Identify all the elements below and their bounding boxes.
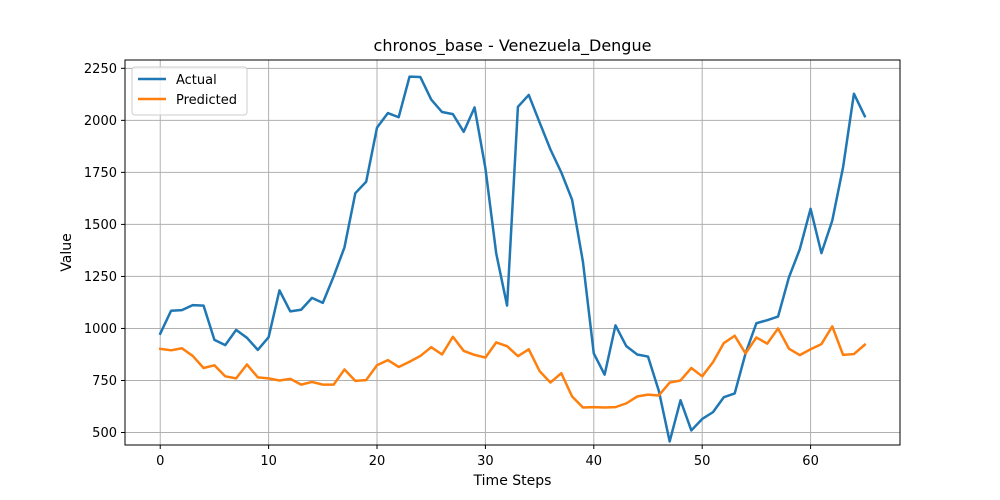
chart-title: chronos_base - Venezuela_Dengue [374,36,652,56]
x-tick-label: 30 [477,454,494,469]
x-tick-label: 60 [802,454,819,469]
plot-series [158,75,867,443]
plot-frame [124,59,901,446]
y-tick-label: 1750 [84,166,117,181]
legend-actual-label: Actual [176,73,217,88]
x-tick-label: 10 [260,454,277,469]
y-tick-label: 2000 [84,114,117,129]
series-line-predicted [158,325,867,409]
x-tick-label: 50 [694,454,711,469]
y-tick-label: 1500 [84,218,117,233]
x-tick-label: 20 [369,454,386,469]
legend-predicted-label: Predicted [176,93,237,108]
legend: Actual Predicted [131,66,248,116]
grid [125,60,900,445]
y-axis-ticks: 500 750 1000 1250 1500 1750 2000 2250 [84,62,125,441]
y-tick-label: 1250 [84,270,117,285]
x-tick-label: 40 [586,454,603,469]
y-axis-label: Value [59,233,75,271]
y-tick-label: 1000 [84,322,117,337]
x-tick-label: 0 [156,454,164,469]
y-tick-label: 750 [92,374,117,389]
x-axis-label: Time Steps [473,473,552,489]
x-axis-ticks: 0 10 20 30 40 50 60 [156,445,819,469]
series-line-actual [158,75,867,443]
y-tick-label: 2250 [84,62,117,77]
y-tick-label: 500 [92,426,117,441]
